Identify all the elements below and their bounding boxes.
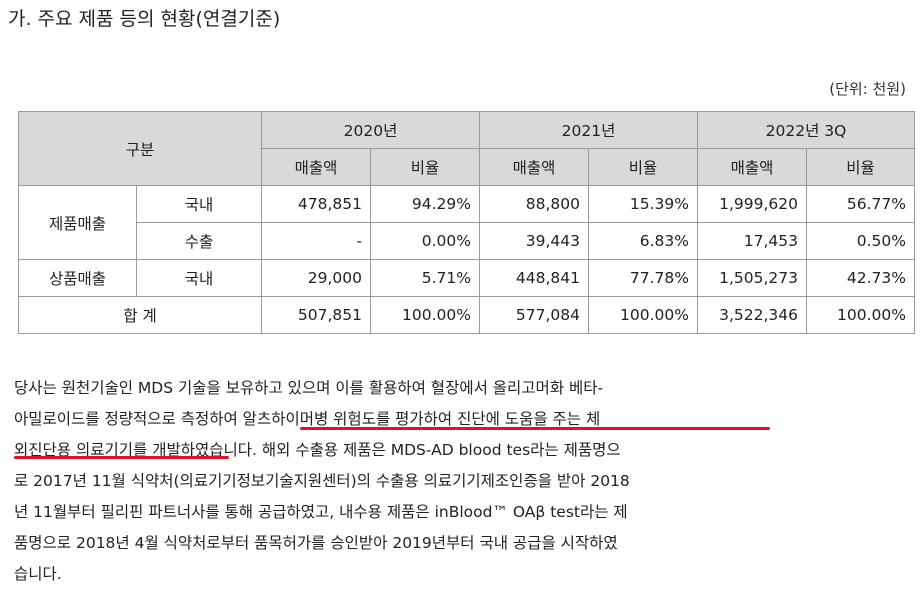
cell: - <box>261 222 371 260</box>
cell: 5.71% <box>370 259 480 297</box>
total-label: 합 계 <box>18 296 262 334</box>
header-sales: 매출액 <box>261 148 371 186</box>
cell: 507,851 <box>261 296 371 334</box>
cell: 478,851 <box>261 185 371 223</box>
cell: 88,800 <box>479 185 589 223</box>
red-underline-annotation <box>300 427 770 430</box>
header-category: 구분 <box>18 111 262 186</box>
cell: 15.39% <box>588 185 698 223</box>
cell: 100.00% <box>805 296 916 334</box>
header-year-2021: 2021년 <box>479 111 698 149</box>
cell: 17,453 <box>697 222 807 260</box>
cell: 3,522,346 <box>697 296 807 334</box>
row-group-label: 제품매출 <box>18 185 137 260</box>
cell: 577,084 <box>479 296 589 334</box>
cell: 6.83% <box>588 222 698 260</box>
cell: 29,000 <box>261 259 371 297</box>
table-row: 상품매출 국내 29,000 5.71% 448,841 77.78% 1,50… <box>18 259 916 297</box>
paragraph-line: 당사는 원천기술인 MDS 기술을 보유하고 있으며 이를 활용하여 혈장에서 … <box>14 379 604 397</box>
paragraph-line: 외진단용 의료기기를 개발하였습니다. 해외 수출용 제품은 MDS-AD bl… <box>14 441 621 459</box>
paragraph-line: 년 11월부터 필리핀 파트너사를 통해 공급하였고, 내수용 제품은 inBl… <box>14 503 628 521</box>
paragraph-line: 습니다. <box>14 565 62 583</box>
cell: 77.78% <box>588 259 698 297</box>
header-ratio: 비율 <box>370 148 480 186</box>
red-underline-annotation <box>14 456 229 459</box>
cell: 100.00% <box>588 296 698 334</box>
paragraph-line: 로 2017년 11월 식약처(의료기기정보기술지원센터)의 수출용 의료기기제… <box>14 472 630 490</box>
unit-label: (단위: 천원) <box>829 80 906 98</box>
cell: 1,505,273 <box>697 259 807 297</box>
header-ratio: 비율 <box>805 148 916 186</box>
product-sales-table: 구분 2020년 2021년 2022년 3Q 매출액 비율 매출액 비율 매출… <box>18 111 916 334</box>
header-year-2020: 2020년 <box>261 111 480 149</box>
cell: 1,999,620 <box>697 185 807 223</box>
header-year-2022q3: 2022년 3Q <box>696 111 916 149</box>
header-sales: 매출액 <box>479 148 589 186</box>
paragraph-line: 품명으로 2018년 4월 식약처로부터 품목허가를 승인받아 2019년부터 … <box>14 534 618 552</box>
paragraph-line: 아밀로이드를 정량적으로 측정하여 알츠하이머병 위험도를 평가하여 진단에 도… <box>14 410 601 428</box>
header-sales: 매출액 <box>697 148 807 186</box>
description-paragraph: 당사는 원천기술인 MDS 기술을 보유하고 있으며 이를 활용하여 혈장에서 … <box>14 373 772 590</box>
cell: 42.73% <box>805 259 916 297</box>
row-sub-label: 국내 <box>136 259 262 297</box>
cell: 0.00% <box>370 222 480 260</box>
table-row-total: 합 계 507,851 100.00% 577,084 100.00% 3,52… <box>18 296 916 334</box>
row-group-label: 상품매출 <box>18 259 137 297</box>
table-row: 수출 - 0.00% 39,443 6.83% 17,453 0.50% <box>19 222 916 260</box>
cell: 100.00% <box>370 296 480 334</box>
cell: 448,841 <box>479 259 589 297</box>
cell: 39,443 <box>479 222 589 260</box>
row-sub-label: 국내 <box>136 185 262 223</box>
table-row: 제품매출 국내 478,851 94.29% 88,800 15.39% 1,9… <box>18 185 916 260</box>
header-ratio: 비율 <box>588 148 698 186</box>
cell: 56.77% <box>805 185 916 223</box>
cell: 0.50% <box>805 222 916 260</box>
row-sub-label: 수출 <box>136 222 262 260</box>
cell: 94.29% <box>370 185 480 223</box>
section-title: 가. 주요 제품 등의 현황(연결기준) <box>8 8 281 30</box>
